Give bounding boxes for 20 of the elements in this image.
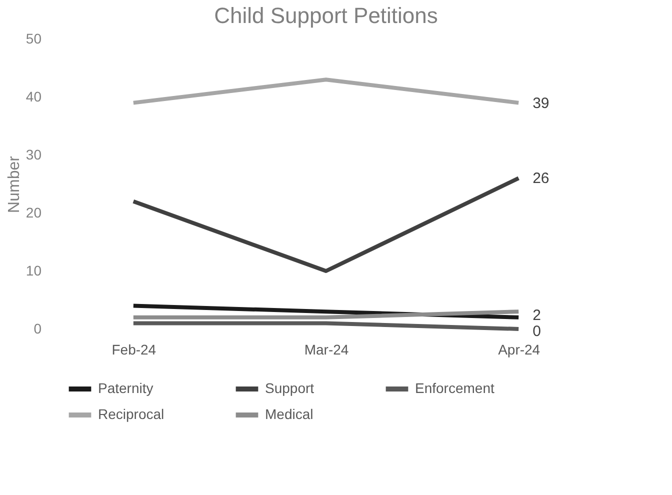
y-tick-label: 0: [34, 320, 42, 336]
data-label: 39: [532, 94, 550, 112]
data-label: 2: [532, 307, 541, 324]
y-tick-label: 50: [26, 30, 42, 46]
x-tick-label: Mar-24: [304, 342, 349, 358]
x-tick-label: Feb-24: [112, 342, 156, 358]
y-tick-label: 10: [26, 262, 42, 278]
x-tick-label: Apr-24: [498, 342, 540, 358]
y-axis-title: Number: [6, 155, 23, 213]
data-label: 26: [532, 170, 550, 188]
legend-label: Paternity: [98, 380, 154, 396]
y-tick-label: 30: [26, 146, 42, 162]
y-tick-label: 20: [26, 204, 42, 220]
data-label: 0: [532, 323, 541, 340]
chart-title: Child Support Petitions: [214, 3, 438, 28]
legend-label: Medical: [265, 406, 314, 422]
legend-label: Reciprocal: [98, 406, 164, 422]
legend-label: Enforcement: [415, 380, 494, 396]
legend-label: Support: [265, 380, 314, 396]
y-tick-label: 40: [26, 88, 42, 104]
